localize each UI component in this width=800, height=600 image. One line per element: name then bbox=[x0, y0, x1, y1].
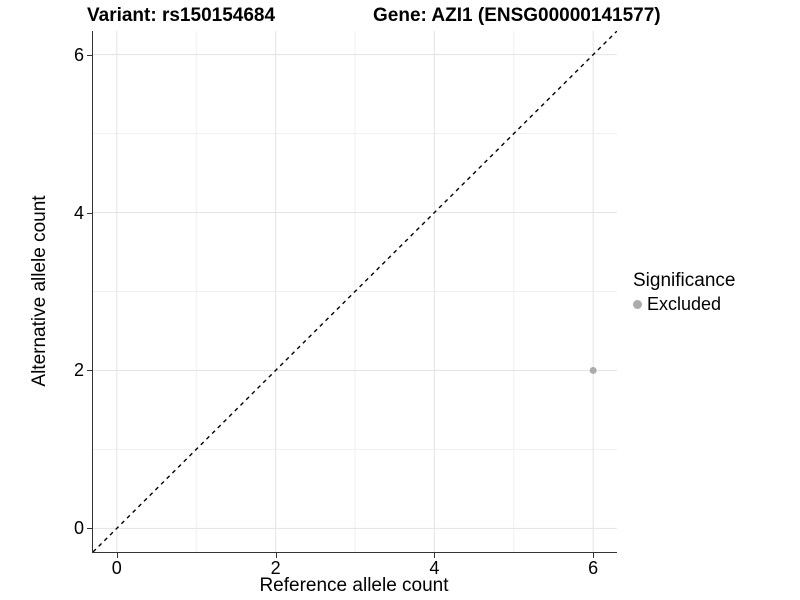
y-tick-label: 4 bbox=[73, 202, 84, 223]
legend: Significance Excluded bbox=[633, 270, 735, 315]
y-tick-mark bbox=[87, 528, 92, 530]
y-tick-mark bbox=[87, 212, 92, 214]
identity-line bbox=[93, 31, 617, 552]
x-tick-mark bbox=[275, 553, 277, 558]
x-tick-mark bbox=[116, 553, 118, 558]
gene-title: Gene: AZI1 (ENSG00000141577) bbox=[373, 5, 661, 26]
x-axis-title: Reference allele count bbox=[259, 575, 449, 596]
x-tick-label: 4 bbox=[429, 558, 440, 578]
legend-title: Significance bbox=[633, 270, 736, 291]
x-tick-mark bbox=[434, 553, 436, 558]
x-tick-label: 6 bbox=[588, 558, 599, 578]
x-tick-label: 2 bbox=[270, 558, 281, 578]
plot-panel bbox=[92, 31, 617, 553]
y-tick-label: 2 bbox=[73, 360, 84, 381]
y-tick-mark bbox=[87, 370, 92, 372]
data-point bbox=[589, 366, 597, 374]
y-axis-title: Alternative allele count bbox=[29, 195, 50, 387]
y-tick-label: 0 bbox=[73, 518, 84, 539]
plot-canvas bbox=[93, 31, 617, 552]
y-tick-mark bbox=[87, 54, 92, 56]
x-tick-label: 0 bbox=[111, 558, 122, 578]
y-tick-label: 6 bbox=[73, 44, 84, 65]
excluded-point-icon bbox=[633, 300, 642, 309]
x-tick-mark bbox=[593, 553, 595, 558]
variant-title: Variant: rs150154684 bbox=[87, 5, 276, 26]
legend-entry-label: Excluded bbox=[647, 294, 722, 314]
legend-entry-excluded: Excluded bbox=[633, 294, 735, 315]
